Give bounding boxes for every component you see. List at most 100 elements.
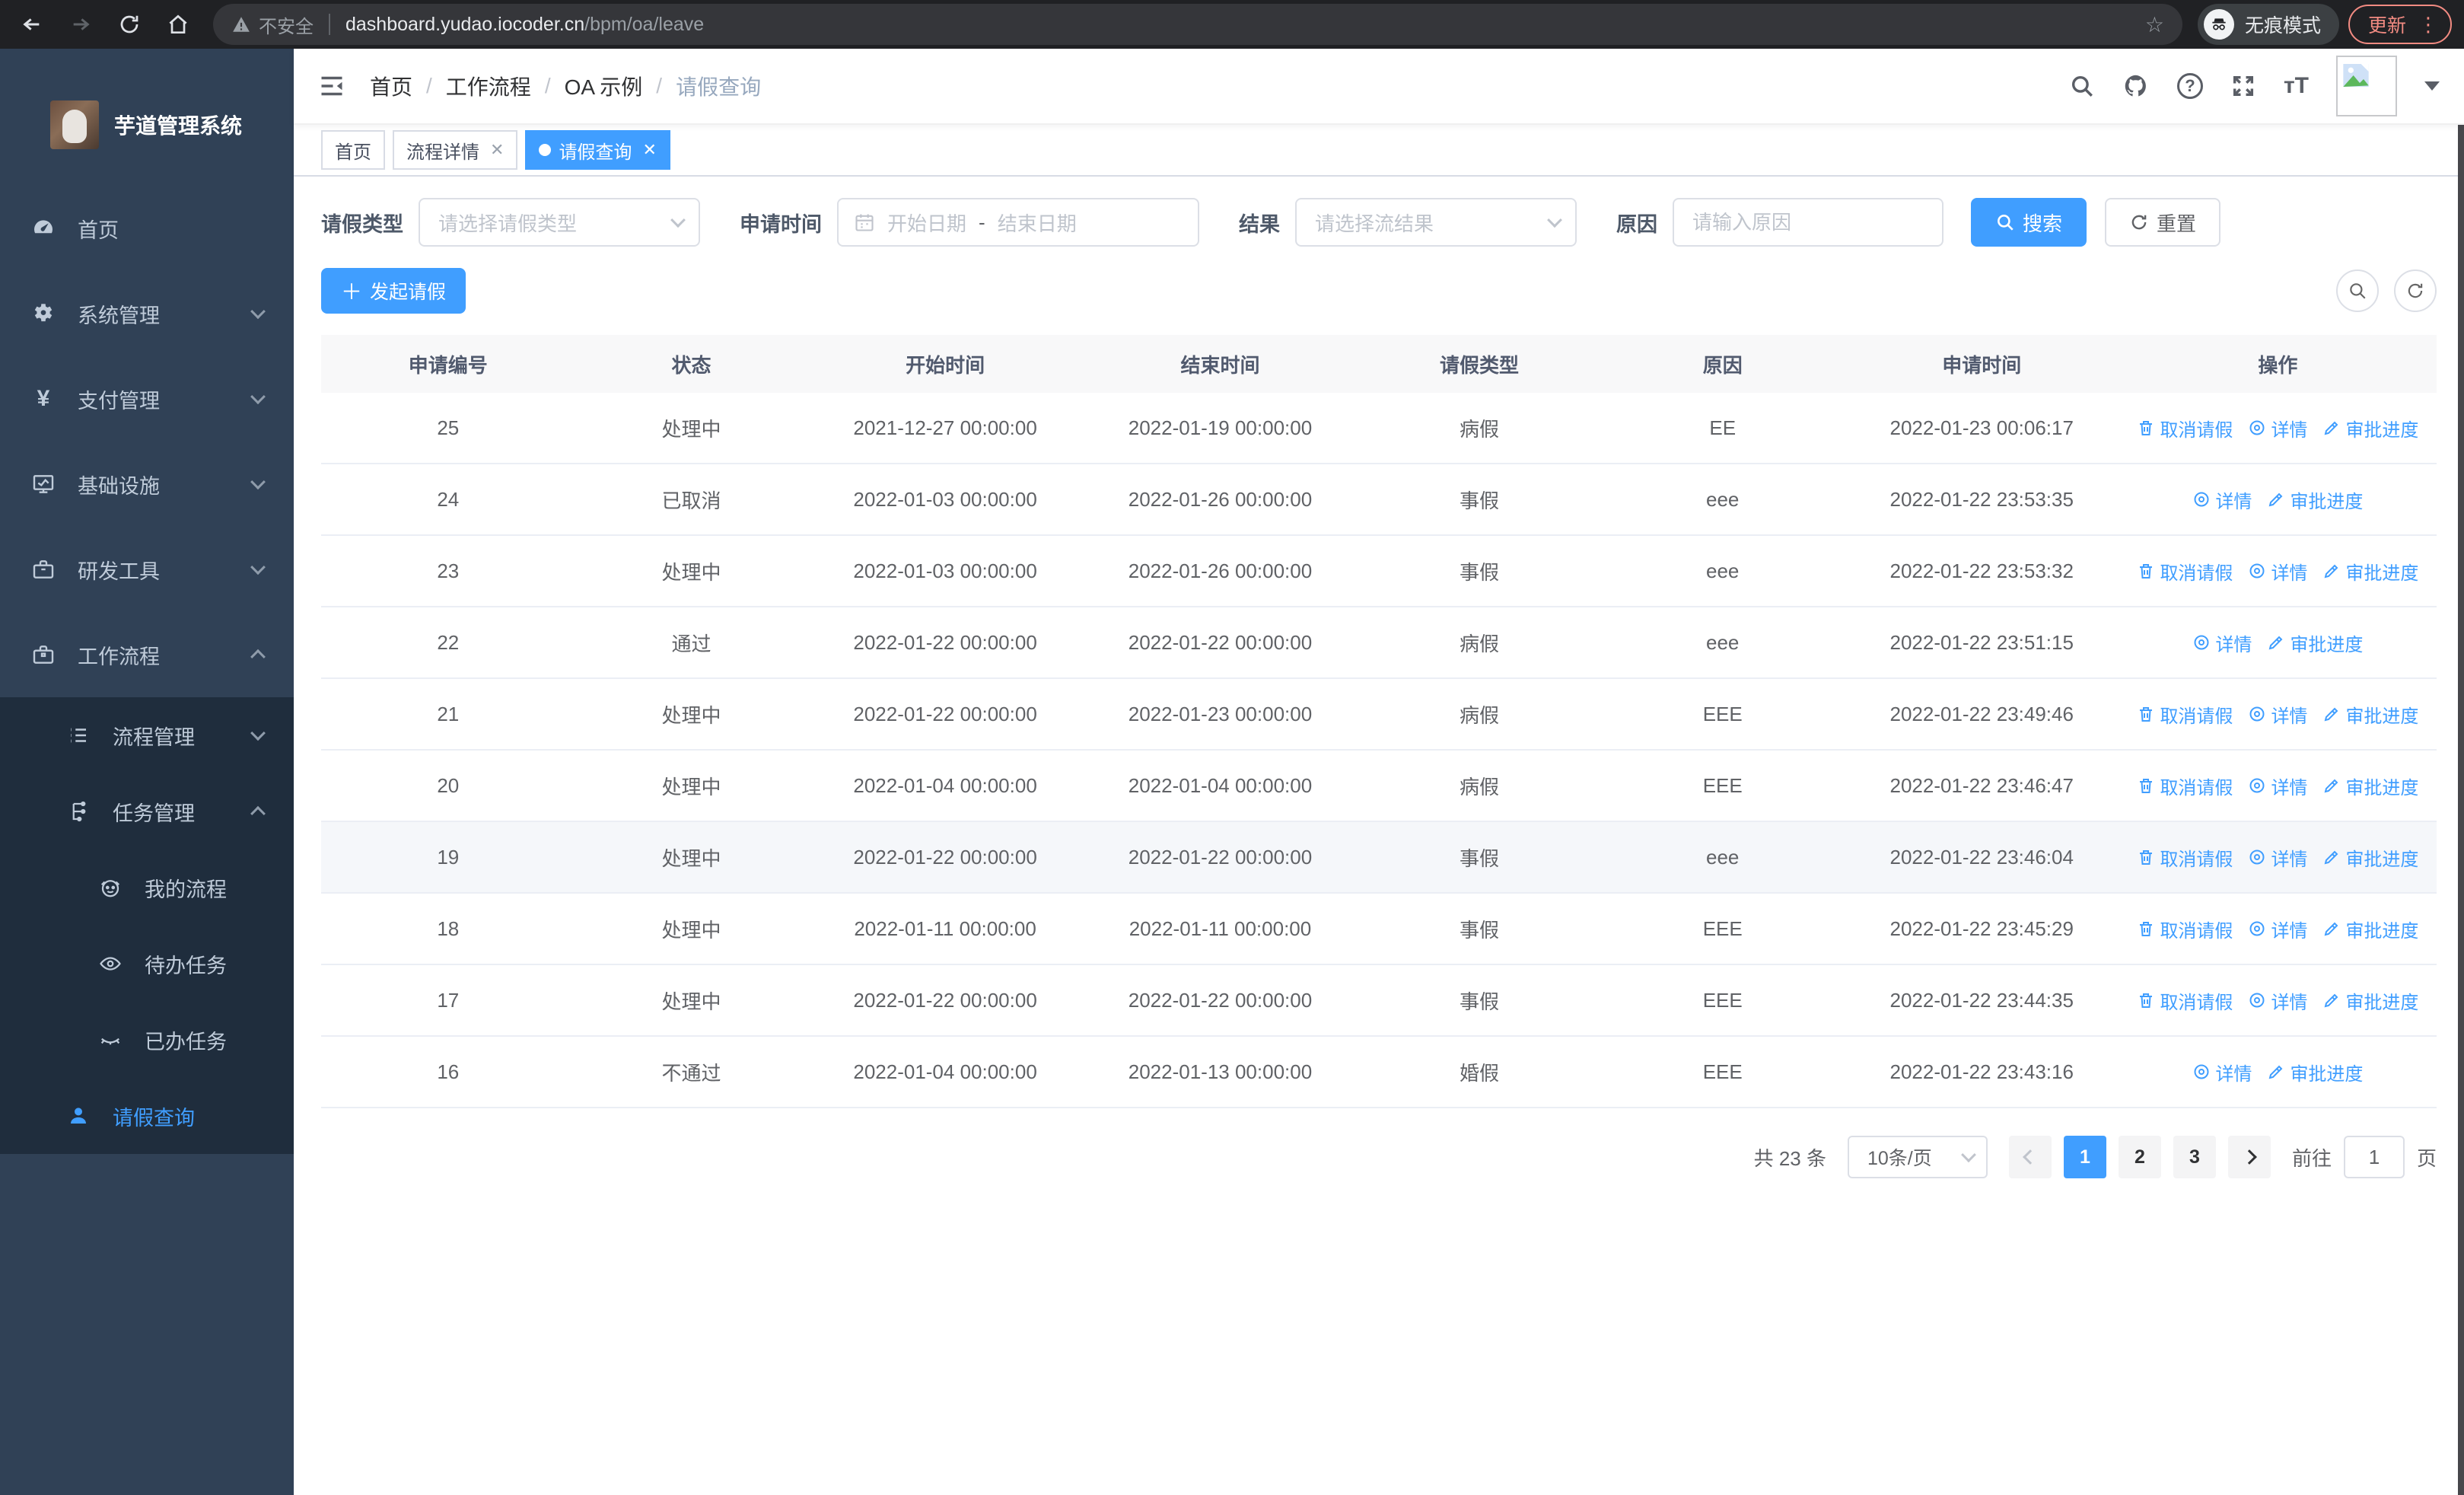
detail-link[interactable]: 详情 (2248, 773, 2307, 799)
create-leave-button[interactable]: ＋ 发起请假 (321, 268, 466, 314)
close-icon[interactable]: ✕ (490, 140, 505, 159)
page-button-1[interactable]: 1 (2063, 1136, 2106, 1178)
approval-progress-link[interactable]: 审批进度 (2267, 1059, 2363, 1085)
approval-progress-link[interactable]: 审批进度 (2322, 844, 2418, 871)
page-size-select[interactable]: 10条/页 (1847, 1136, 1988, 1178)
search-icon[interactable] (2069, 73, 2095, 99)
browser-back-button[interactable] (12, 5, 52, 44)
address-bar[interactable]: 不安全 dashboard.yudao.iocoder.cn/bpm/oa/le… (213, 4, 2182, 45)
user-avatar[interactable] (2336, 56, 2397, 116)
bookmark-star-icon[interactable]: ☆ (2144, 12, 2164, 37)
sidebar-item-payment[interactable]: ¥ 支付管理 (0, 356, 294, 441)
detail-link[interactable]: 详情 (2248, 987, 2307, 1014)
cancel-leave-link[interactable]: 取消请假 (2137, 773, 2233, 799)
approval-progress-link[interactable]: 审批进度 (2322, 701, 2418, 728)
next-page-button[interactable] (2227, 1136, 2271, 1178)
breadcrumb-oa[interactable]: OA 示例 (564, 75, 643, 99)
approval-progress-link[interactable]: 审批进度 (2322, 773, 2418, 799)
browser-forward-button[interactable] (61, 5, 100, 44)
cell-reason: eee (1706, 630, 1740, 654)
breadcrumb-home[interactable]: 首页 (370, 75, 413, 99)
list-icon (65, 724, 91, 747)
sidebar-item-done-tasks[interactable]: 已办任务 (0, 1002, 294, 1078)
detail-link[interactable]: 详情 (2248, 916, 2307, 942)
detail-link[interactable]: 详情 (2192, 486, 2252, 513)
page-button-2[interactable]: 2 (2118, 1136, 2161, 1178)
browser-menu-icon[interactable]: ⋮ (2418, 12, 2438, 36)
goto-page-input[interactable] (2343, 1136, 2405, 1178)
reason-input[interactable] (1692, 210, 1924, 234)
app-title: 芋道管理系统 (114, 114, 243, 138)
browser-home-button[interactable] (158, 5, 198, 44)
fullscreen-icon[interactable] (2230, 73, 2256, 99)
github-icon[interactable] (2122, 72, 2150, 100)
close-icon[interactable]: ✕ (642, 140, 657, 159)
chevron-down-icon (1961, 1147, 1976, 1163)
detail-link[interactable]: 详情 (2248, 844, 2307, 871)
security-warning[interactable]: 不安全 (231, 11, 314, 38)
refresh-table-button[interactable] (2394, 269, 2437, 312)
cancel-leave-link[interactable]: 取消请假 (2137, 987, 2233, 1014)
approval-progress-link[interactable]: 审批进度 (2267, 486, 2363, 513)
breadcrumb-workflow[interactable]: 工作流程 (445, 75, 531, 99)
search-icon (2350, 283, 2366, 299)
avatar-caret-icon[interactable] (2424, 81, 2440, 91)
detail-link[interactable]: 详情 (2192, 630, 2252, 656)
sidebar-item-system[interactable]: 系统管理 (0, 271, 294, 356)
sidebar-item-process-mgmt[interactable]: 流程管理 (0, 697, 294, 773)
cancel-leave-link[interactable]: 取消请假 (2137, 415, 2233, 441)
cancel-leave-link[interactable]: 取消请假 (2137, 701, 2233, 728)
edit-icon (2269, 636, 2283, 650)
view-icon (2249, 778, 2265, 793)
font-size-icon[interactable]: ᴛT (2283, 73, 2309, 98)
cell-end-time: 2022-01-23 00:00:00 (1128, 702, 1313, 725)
sidebar-item-home[interactable]: 首页 (0, 186, 294, 271)
detail-link[interactable]: 详情 (2248, 558, 2307, 585)
cell-apply-id: 25 (437, 416, 460, 439)
help-icon[interactable]: ? (2176, 73, 2203, 99)
approval-progress-link[interactable]: 审批进度 (2322, 415, 2418, 441)
edit-icon (2325, 707, 2338, 722)
leave-type-select[interactable]: 请选择请假类型 (419, 198, 700, 247)
cell-actions: 取消请假 详情 审批进度 (2119, 701, 2437, 728)
detail-link[interactable]: 详情 (2248, 415, 2307, 441)
briefcase-icon (30, 642, 56, 667)
reset-button[interactable]: 重置 (2105, 198, 2221, 247)
approval-progress-link[interactable]: 审批进度 (2322, 916, 2418, 942)
sidebar-item-infra[interactable]: 基础设施 (0, 441, 294, 527)
face-icon (97, 876, 123, 899)
sidebar-collapse-button[interactable] (318, 72, 345, 100)
browser-scrollbar[interactable] (2458, 49, 2464, 1495)
col-reason: 原因 (1702, 353, 1743, 377)
cell-end-time: 2022-01-22 00:00:00 (1128, 845, 1313, 869)
search-button[interactable]: 搜索 (1971, 198, 2087, 247)
browser-reload-button[interactable] (110, 5, 149, 44)
detail-link[interactable]: 详情 (2248, 701, 2307, 728)
cancel-leave-link[interactable]: 取消请假 (2137, 558, 2233, 585)
approval-progress-link[interactable]: 审批进度 (2267, 630, 2363, 656)
sidebar-item-devtools[interactable]: 研发工具 (0, 527, 294, 612)
tab-process-detail[interactable]: 流程详情 ✕ (393, 130, 518, 170)
page-button-3[interactable]: 3 (2173, 1136, 2216, 1178)
sidebar-item-task-mgmt[interactable]: 任务管理 (0, 773, 294, 850)
sidebar-item-my-process[interactable]: 我的流程 (0, 850, 294, 926)
prev-page-button[interactable] (2008, 1136, 2052, 1178)
start-date-placeholder: 开始日期 (887, 212, 967, 235)
app-logo[interactable]: 芋道管理系统 (0, 49, 294, 186)
approval-progress-link[interactable]: 审批进度 (2322, 987, 2418, 1014)
sidebar-item-leave-query[interactable]: 请假查询 (0, 1078, 294, 1154)
apply-time-range-picker[interactable]: 开始日期 - 结束日期 (837, 198, 1199, 247)
sidebar-item-workflow[interactable]: 工作流程 (0, 612, 294, 697)
cancel-leave-link[interactable]: 取消请假 (2137, 844, 2233, 871)
tab-leave-query[interactable]: 请假查询 ✕ (525, 130, 670, 170)
cancel-leave-link[interactable]: 取消请假 (2137, 916, 2233, 942)
detail-link[interactable]: 详情 (2192, 1059, 2252, 1085)
browser-update-button[interactable]: 更新 ⋮ (2348, 5, 2452, 44)
result-select[interactable]: 请选择流结果 (1295, 198, 1577, 247)
tab-home[interactable]: 首页 (321, 130, 385, 170)
toggle-search-button[interactable] (2336, 269, 2379, 312)
cell-status: 处理中 (661, 846, 721, 870)
sidebar-item-todo-tasks[interactable]: 待办任务 (0, 926, 294, 1002)
cell-end-time: 2022-01-22 00:00:00 (1128, 988, 1313, 1012)
approval-progress-link[interactable]: 审批进度 (2322, 558, 2418, 585)
